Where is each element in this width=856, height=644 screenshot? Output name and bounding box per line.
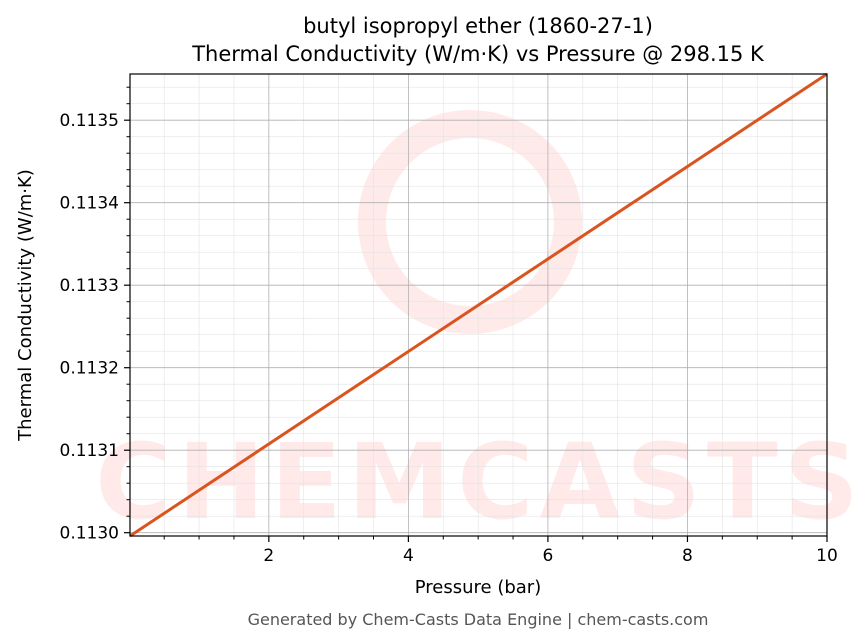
watermark-text: CHEMCASTS bbox=[95, 421, 856, 543]
y-tick-label: 0.1130 bbox=[60, 524, 119, 544]
x-tick-label: 2 bbox=[263, 546, 274, 566]
chemcasts-watermark: CHEMCASTS bbox=[95, 110, 856, 543]
x-tick-label: 10 bbox=[816, 546, 838, 566]
axis-ticks: 2 4 6 8 10 0.1130 0.1131 0.1132 0.1133 0.1134 0.11… bbox=[60, 86, 838, 566]
x-tick-label: 6 bbox=[543, 546, 554, 566]
y-tick-label: 0.1134 bbox=[60, 194, 119, 214]
y-tick-label: 0.1132 bbox=[60, 359, 119, 379]
watermark-circle-logo bbox=[358, 110, 582, 334]
chart-title-line1: butyl isopropyl ether (1860-27-1) bbox=[303, 14, 653, 38]
footer-credit: Generated by Chem-Casts Data Engine | ch… bbox=[248, 610, 709, 629]
minor-grid bbox=[130, 74, 827, 536]
y-tick-label: 0.1131 bbox=[60, 441, 119, 461]
x-axis-label: Pressure (bar) bbox=[415, 577, 541, 598]
y-tick-label: 0.1133 bbox=[60, 276, 119, 296]
x-tick-label: 4 bbox=[403, 546, 414, 566]
chart-title-line2: Thermal Conductivity (W/m·K) vs Pressure… bbox=[191, 42, 765, 66]
y-tick-label: 0.1135 bbox=[60, 111, 119, 131]
x-tick-label: 8 bbox=[682, 546, 693, 566]
y-axis-label: Thermal Conductivity (W/m·K) bbox=[15, 169, 36, 442]
series-line bbox=[129, 72, 828, 538]
series-layer bbox=[129, 72, 828, 538]
